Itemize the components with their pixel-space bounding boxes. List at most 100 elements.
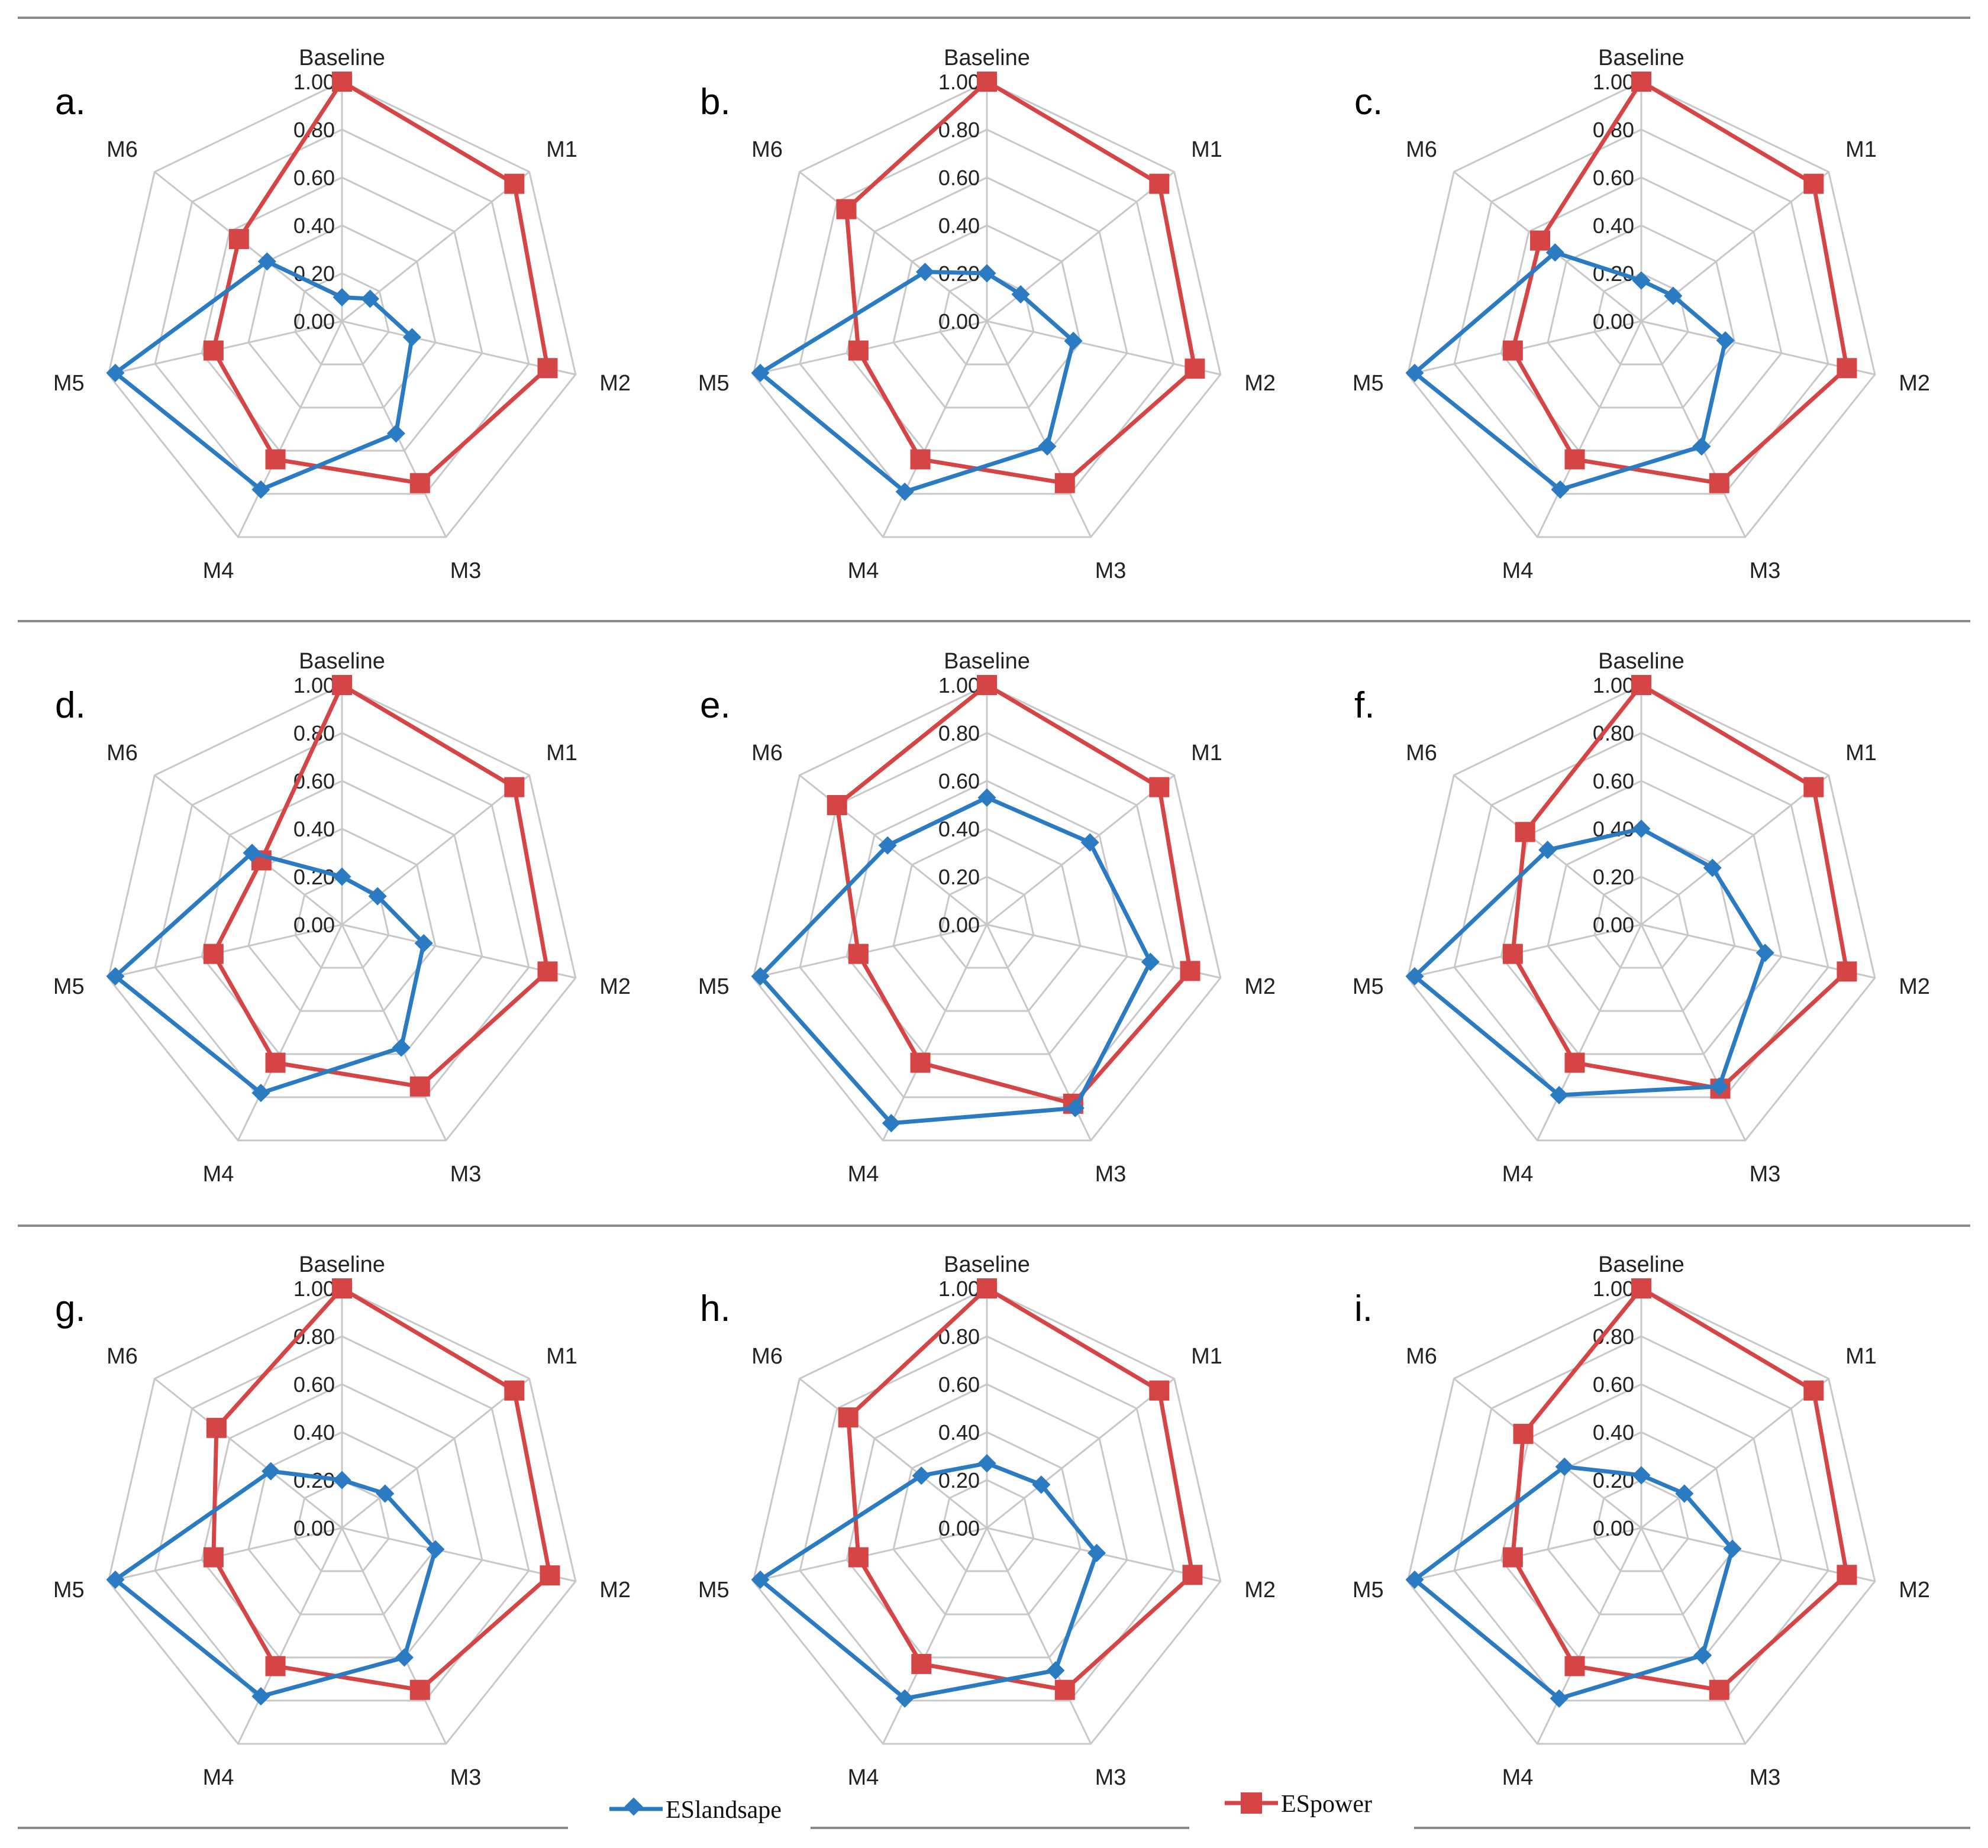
point-espower-m4 xyxy=(265,1656,286,1676)
grid-ring xyxy=(201,176,483,452)
point-espower-baseline xyxy=(332,1278,352,1298)
point-eslandsape-m4 xyxy=(1551,480,1570,499)
axis-spoke xyxy=(1640,924,1747,1141)
series-line-espower xyxy=(211,1286,552,1692)
axis-label-m1: M1 xyxy=(1845,741,1877,765)
point-espower-m2 xyxy=(1837,1565,1857,1585)
point-espower-baseline xyxy=(1631,1278,1651,1298)
point-espower-m6 xyxy=(838,1407,859,1428)
point-espower-m5 xyxy=(848,1547,869,1568)
point-espower-m2 xyxy=(537,358,558,379)
grid-ring xyxy=(799,128,1175,495)
point-eslandsape-m5 xyxy=(1405,1570,1424,1589)
axis-label-baseline: Baseline xyxy=(944,1252,1030,1277)
axis-label-baseline: Baseline xyxy=(1598,649,1684,674)
tick-label: 0.80 xyxy=(1593,721,1634,745)
axis-label-baseline: Baseline xyxy=(299,46,385,70)
point-espower-m4 xyxy=(1564,449,1585,470)
grid-ring xyxy=(1500,1383,1783,1659)
axis-spoke xyxy=(753,320,987,376)
axis-label-baseline: Baseline xyxy=(1598,46,1684,70)
tick-label: 0.00 xyxy=(938,1516,980,1540)
axis-label-baseline: Baseline xyxy=(944,46,1030,70)
axis-label-m3: M3 xyxy=(1095,1765,1127,1790)
grid-ring xyxy=(752,80,1222,538)
axis-spoke xyxy=(986,321,1092,538)
grid-ring xyxy=(1406,80,1876,538)
axis-spoke xyxy=(986,774,1175,926)
point-eslandsape-m6 xyxy=(262,1462,280,1481)
panel-letter: f. xyxy=(1354,685,1374,726)
legend-item-eslandsape: ESlandsape xyxy=(609,1797,782,1824)
series-espower xyxy=(1502,1278,1857,1700)
tick-label: 0.40 xyxy=(293,817,335,841)
panel-d: 0.000.200.400.600.801.00BaselineM1M2M3M4… xyxy=(53,649,631,1187)
tick-label: 0.60 xyxy=(1593,1372,1634,1397)
axis-label-m5: M5 xyxy=(1353,371,1384,396)
point-espower-m4 xyxy=(910,1052,931,1073)
series-line-eslandsape xyxy=(113,1469,438,1699)
series-line-eslandsape xyxy=(1412,250,1728,492)
axis-label-m2: M2 xyxy=(599,974,631,999)
axis-spoke xyxy=(882,1527,988,1744)
panel-i: 0.000.200.400.600.801.00BaselineM1M2M3M4… xyxy=(1353,1252,1930,1790)
grid-ring xyxy=(892,828,1082,1012)
axis-label-m6: M6 xyxy=(1406,741,1437,765)
grid-ring xyxy=(845,780,1128,1055)
point-eslandsape-baseline xyxy=(977,264,996,283)
point-espower-m2 xyxy=(1182,1565,1203,1585)
point-eslandsape-m3 xyxy=(1693,1646,1712,1665)
grid-ring xyxy=(1406,1287,1876,1745)
tick-label: 0.40 xyxy=(938,214,980,238)
grid-ring xyxy=(1406,684,1876,1142)
tick-label: 1.00 xyxy=(1593,673,1634,697)
grid-ring xyxy=(154,1335,530,1702)
series-espower xyxy=(827,675,1200,1114)
panel-a: 0.000.200.400.600.801.00BaselineM1M2M3M4… xyxy=(53,46,631,583)
legend-marker-eslandsape xyxy=(624,1797,643,1816)
grid-ring xyxy=(107,1287,577,1745)
point-eslandsape-m3 xyxy=(1692,437,1711,456)
axis-label-m6: M6 xyxy=(1406,137,1437,162)
point-eslandsape-m6 xyxy=(915,263,935,282)
point-espower-m5 xyxy=(203,1547,224,1568)
tick-label: 1.00 xyxy=(293,70,335,94)
point-eslandsape-m3 xyxy=(395,1648,414,1667)
axis-label-m4: M4 xyxy=(203,558,234,583)
grid-ring xyxy=(294,272,390,366)
axis-label-baseline: Baseline xyxy=(944,649,1030,674)
point-eslandsape-m2 xyxy=(1141,952,1160,971)
axis-spoke xyxy=(108,923,343,979)
series-eslandsape xyxy=(751,788,1160,1133)
panel-letter: e. xyxy=(700,685,731,726)
point-eslandsape-m3 xyxy=(1046,1661,1065,1680)
tick-label: 0.00 xyxy=(938,309,980,334)
point-espower-m4 xyxy=(1564,1656,1585,1676)
axis-spoke xyxy=(986,320,1221,376)
point-espower-m4 xyxy=(1564,1052,1585,1073)
series-line-espower xyxy=(835,683,1193,1106)
point-eslandsape-m3 xyxy=(1710,1077,1729,1096)
point-espower-m6 xyxy=(206,1417,227,1438)
point-eslandsape-m5 xyxy=(1405,967,1424,986)
axis-spoke xyxy=(753,923,987,979)
grid-ring xyxy=(1453,732,1829,1099)
axis-label-m3: M3 xyxy=(1750,1765,1781,1790)
axis-spoke xyxy=(882,321,988,538)
point-espower-m2 xyxy=(1837,961,1857,982)
tick-label: 0.00 xyxy=(293,309,335,334)
tick-label: 0.00 xyxy=(1593,913,1634,937)
point-espower-m2 xyxy=(540,1565,560,1586)
axis-label-m5: M5 xyxy=(53,974,85,999)
point-espower-m3 xyxy=(1054,1679,1075,1700)
tick-label: 1.00 xyxy=(1593,70,1634,94)
series-eslandsape xyxy=(1405,243,1735,499)
panel-g: 0.000.200.400.600.801.00BaselineM1M2M3M4… xyxy=(53,1252,631,1790)
axis-label-m4: M4 xyxy=(1502,1765,1534,1790)
axis-label-m3: M3 xyxy=(1095,1162,1127,1187)
point-espower-m5 xyxy=(1502,1547,1523,1568)
point-espower-m5 xyxy=(848,340,869,361)
axis-label-m4: M4 xyxy=(203,1162,234,1187)
axis-label-m1: M1 xyxy=(1191,741,1222,765)
